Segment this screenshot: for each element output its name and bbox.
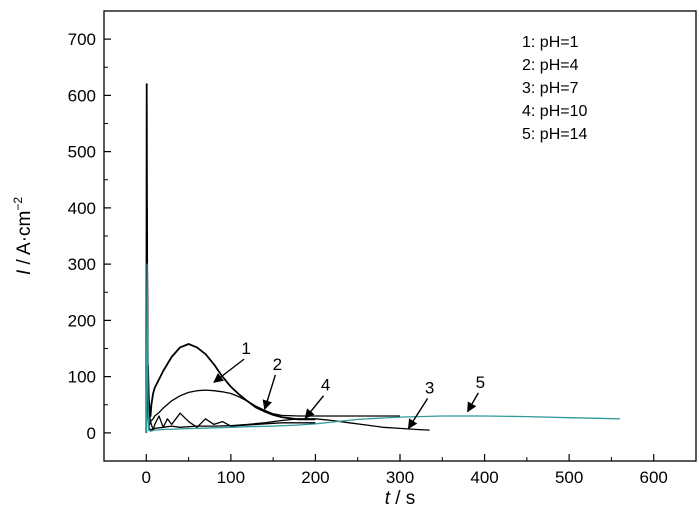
y-tick-label: 300 <box>68 255 96 274</box>
y-tick-label: 0 <box>87 424 96 443</box>
y-axis-unit: / A·cm <box>14 211 35 270</box>
annotation-arrow-2 <box>262 374 277 411</box>
legend-entry: 2: pH=4 <box>522 57 579 74</box>
series-line-4 <box>145 359 316 433</box>
y-axis-label: I / A·cm−2 <box>11 197 35 275</box>
annotation-label-2: 2 <box>273 355 282 374</box>
y-tick-label: 500 <box>68 143 96 162</box>
annotation-arrow-5 <box>467 392 479 413</box>
x-tick-label: 600 <box>640 468 668 487</box>
legend-entry: 3: pH=7 <box>522 80 579 97</box>
legend-entry: 5: pH=14 <box>522 126 587 143</box>
legend: 1: pH=1 2: pH=4 3: pH=7 4: pH=10 5: pH=14 <box>522 34 587 143</box>
series-line-2 <box>145 207 400 433</box>
y-tick-label: 700 <box>68 30 96 49</box>
x-axis-unit: / s <box>390 488 415 509</box>
y-axis-unit-exponent: −2 <box>11 197 25 211</box>
annotation-layer: 1 2 4 3 5 <box>213 339 485 430</box>
x-tick-label: 500 <box>555 468 583 487</box>
x-tick-label: 400 <box>470 468 498 487</box>
annotation-label-3: 3 <box>425 379 434 398</box>
y-tick-label: 400 <box>68 199 96 218</box>
annotation-arrow-4 <box>304 395 325 420</box>
y-tick-label: 600 <box>68 86 96 105</box>
x-tick-label: 0 <box>142 468 151 487</box>
y-tick-label: 200 <box>68 311 96 330</box>
series-layer <box>145 83 620 433</box>
x-axis-label: t / s <box>385 488 416 509</box>
series-line-3 <box>145 235 430 433</box>
annotation-arrow-1 <box>213 358 245 383</box>
legend-entry: 4: pH=10 <box>522 103 587 120</box>
y-axis-var: I <box>14 269 35 275</box>
x-tick-label: 300 <box>386 468 414 487</box>
x-axis-var: t <box>385 488 391 509</box>
legend-entry: 1: pH=1 <box>522 34 579 51</box>
series-line-5 <box>145 263 620 433</box>
axes-layer: 0 100 200 300 400 500 600 0 100 200 300 400 500 600 70… <box>68 10 697 487</box>
plot-frame <box>103 10 697 462</box>
annotation-arrow-3 <box>407 398 429 430</box>
annotation-label-5: 5 <box>476 373 485 392</box>
annotation-label-4: 4 <box>321 376 330 395</box>
series-line-1 <box>145 83 316 433</box>
y-tick-label: 100 <box>68 368 96 387</box>
x-tick-label: 100 <box>217 468 245 487</box>
annotation-label-1: 1 <box>241 339 250 358</box>
x-tick-label: 200 <box>301 468 329 487</box>
